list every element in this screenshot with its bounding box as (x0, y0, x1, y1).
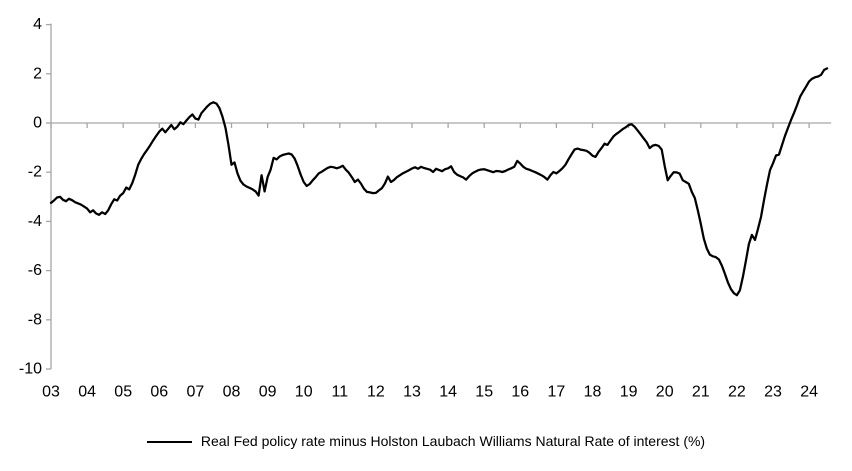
legend: Real Fed policy rate minus Holston Lauba… (0, 433, 852, 450)
x-tick-label: 22 (728, 384, 746, 401)
x-tick-label: 21 (692, 384, 710, 401)
y-tick-label: -4 (28, 213, 42, 230)
x-tick-label: 09 (259, 384, 277, 401)
x-tick-label: 07 (187, 384, 205, 401)
x-tick-label: 04 (78, 384, 96, 401)
series-line (49, 67, 829, 297)
x-tick-label: 08 (223, 384, 241, 401)
y-tick-label: -2 (28, 164, 42, 181)
x-tick-label: 23 (764, 384, 782, 401)
x-tick-label: 13 (403, 384, 421, 401)
legend-line-swatch (146, 440, 192, 443)
y-tick-label: 4 (33, 16, 42, 33)
x-tick-label: 12 (367, 384, 385, 401)
x-tick-label: 24 (800, 384, 818, 401)
x-tick-label: 03 (42, 384, 60, 401)
y-tick-label: 0 (33, 115, 42, 132)
y-tick-label: 2 (33, 65, 42, 82)
x-tick-label: 15 (475, 384, 493, 401)
y-tick-label: -8 (28, 311, 42, 328)
x-tick-label: 05 (114, 384, 132, 401)
x-tick-label: 06 (150, 384, 168, 401)
x-tick-label: 14 (439, 384, 457, 401)
y-tick-label: -10 (19, 361, 42, 378)
x-tick-label: 16 (511, 384, 529, 401)
x-tick-label: 17 (548, 384, 566, 401)
x-tick-label: 10 (295, 384, 313, 401)
x-tick-label: 11 (331, 384, 348, 401)
y-tick-label: -6 (28, 262, 42, 279)
x-tick-label: 18 (584, 384, 602, 401)
legend-label: Real Fed policy rate minus Holston Lauba… (200, 433, 706, 449)
x-tick-label: 20 (656, 384, 674, 401)
x-tick-label: 19 (620, 384, 638, 401)
